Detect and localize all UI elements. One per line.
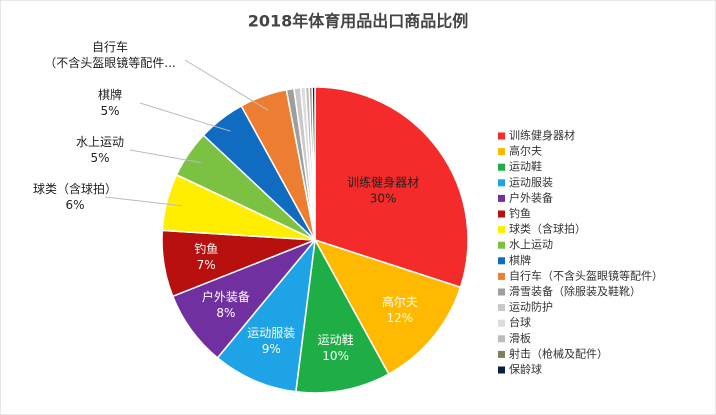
legend-label: 台球 xyxy=(509,315,531,329)
legend-label: 球类（含球拍） xyxy=(509,222,586,236)
legend-swatch xyxy=(498,288,505,296)
leader-line xyxy=(129,149,202,164)
legend-label: 射击（枪械及配件） xyxy=(509,346,608,360)
legend-swatch xyxy=(498,148,505,156)
legend-label: 滑雪装备（除服装及鞋靴） xyxy=(509,284,641,298)
legend-label: 滑板 xyxy=(509,331,531,345)
leader-line xyxy=(139,102,231,132)
label-value: 9% xyxy=(262,342,281,356)
label-name: 户外装备 xyxy=(202,288,250,303)
data-label: 运动服装 9% xyxy=(247,326,295,356)
legend-label: 自行车（不含头盔眼镜等配件） xyxy=(509,268,663,282)
label-name: 高尔夫 xyxy=(382,294,418,309)
label-value: 7% xyxy=(197,258,216,272)
legend-swatch xyxy=(498,132,505,140)
legend-label: 高尔夫 xyxy=(509,144,542,158)
legend-swatch xyxy=(498,210,505,218)
label-value: 5% xyxy=(90,151,109,165)
legend-swatch xyxy=(498,226,505,234)
legend-swatch xyxy=(498,163,505,171)
legend-label: 棋牌 xyxy=(509,253,531,267)
label-line: （不含头盔眼镜等配件... xyxy=(44,55,175,70)
data-label: 训练健身器材 30% xyxy=(347,174,419,205)
pie-slice xyxy=(313,238,462,376)
chart-title: 2018年体育用品出口商品比例 xyxy=(248,12,469,31)
legend-swatch xyxy=(498,350,505,358)
legend-label: 钓鱼 xyxy=(509,206,531,220)
legend-swatch xyxy=(498,257,505,265)
legend-label: 运动鞋 xyxy=(509,159,542,173)
label-name: 训练健身器材 xyxy=(347,174,419,189)
label-name: 棋牌 xyxy=(98,88,122,102)
legend-swatch xyxy=(498,319,505,327)
legend-swatch xyxy=(498,335,505,343)
legend-label: 运动防护 xyxy=(509,300,553,314)
label-value: 10% xyxy=(322,349,349,363)
label-name: 球类（含球拍） xyxy=(33,181,117,196)
legend-swatch xyxy=(498,366,505,374)
legend-swatch xyxy=(498,304,505,312)
legend-label: 水上运动 xyxy=(509,238,553,251)
pie-slice xyxy=(311,86,316,241)
data-label: 户外装备 8% xyxy=(202,288,250,319)
label-name: 水上运动 xyxy=(76,135,124,149)
label-value: 30% xyxy=(370,191,397,205)
legend-label: 保龄球 xyxy=(509,362,542,376)
label-line: 自行车 xyxy=(92,39,128,54)
pie-slice xyxy=(314,86,469,289)
legend-label: 运动服装 xyxy=(509,176,553,189)
label-name: 运动服装 xyxy=(247,326,295,340)
legend-swatch xyxy=(498,179,505,187)
callout-label: 自行车（不含头盔眼镜等配件... xyxy=(44,39,175,70)
data-label: 水上运动 5% xyxy=(76,135,124,165)
data-label: 钓鱼 7% xyxy=(194,242,218,272)
label-name: 钓鱼 xyxy=(194,242,218,256)
label-value: 5% xyxy=(100,104,119,118)
legend-swatch xyxy=(498,241,505,249)
pie-slice xyxy=(294,237,390,394)
pie-slice xyxy=(216,237,317,393)
data-label: 高尔夫 12% xyxy=(382,294,418,325)
data-label: 棋牌 5% xyxy=(98,88,122,118)
legend-label: 训练健身器材 xyxy=(509,128,575,142)
legend-swatch xyxy=(498,272,505,280)
data-label: 球类（含球拍） 6% xyxy=(33,181,117,212)
label-value: 6% xyxy=(65,198,84,212)
leader-line xyxy=(104,196,182,207)
label-value: 12% xyxy=(387,311,414,325)
legend-label: 户外装备 xyxy=(509,190,553,204)
legend-swatch xyxy=(498,194,505,202)
label-value: 8% xyxy=(216,305,235,319)
leader-line xyxy=(184,59,269,111)
label-name: 运动鞋 xyxy=(318,332,354,347)
data-label: 运动鞋 10% xyxy=(318,332,354,363)
